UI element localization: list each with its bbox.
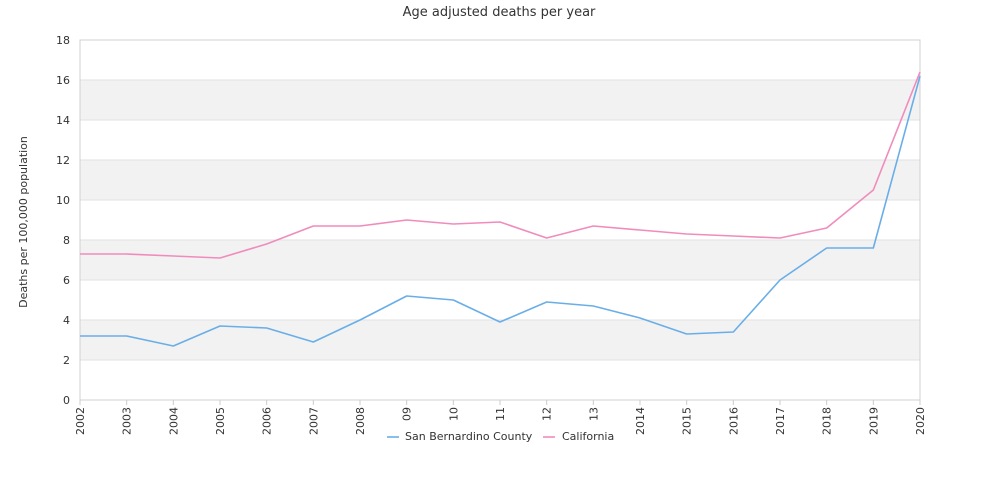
x-tick-label: 2005 (214, 407, 227, 435)
legend-label: San Bernardino County (405, 430, 533, 443)
grid-band (80, 320, 920, 360)
legend-label: California (562, 430, 614, 443)
x-tick-label: 2015 (681, 407, 694, 435)
x-tick-label: 2020 (914, 407, 927, 435)
x-tick-label: 09 (401, 407, 414, 421)
y-tick-label: 0 (63, 394, 70, 407)
x-tick-label: 2007 (307, 407, 320, 435)
y-tick-label: 6 (63, 274, 70, 287)
x-tick-label: 2018 (821, 407, 834, 435)
grid-bands (80, 80, 920, 360)
x-tick-label: 12 (541, 407, 554, 421)
grid-band (80, 80, 920, 120)
x-tick-label: 2008 (354, 407, 367, 435)
x-tick-label: 11 (494, 407, 507, 421)
x-tick-label: 2006 (261, 407, 274, 435)
y-tick-label: 2 (63, 354, 70, 367)
x-tick-label: 2019 (867, 407, 880, 435)
legend: San Bernardino County California (387, 430, 614, 443)
y-axis-ticks: 0 2 4 6 8 10 12 14 16 18 (56, 34, 70, 407)
series-lines (79, 71, 921, 347)
y-tick-label: 16 (56, 74, 70, 87)
x-axis-ticks: 2002 2003 2004 2005 2006 2007 2008 09 10 11 12 13 20… (74, 400, 927, 435)
y-tick-label: 8 (63, 234, 70, 247)
y-tick-label: 4 (63, 314, 70, 327)
grid-band (80, 240, 920, 280)
x-tick-label: 10 (447, 407, 460, 421)
x-tick-label: 2017 (774, 407, 787, 435)
chart-title: Age adjusted deaths per year (403, 5, 596, 20)
y-tick-label: 18 (56, 34, 70, 47)
y-tick-label: 12 (56, 154, 70, 167)
y-tick-label: 10 (56, 194, 70, 207)
x-tick-label: 13 (587, 407, 600, 421)
x-tick-label: 2016 (727, 407, 740, 435)
x-tick-label: 2003 (121, 407, 134, 435)
x-tick-label: 2004 (167, 407, 180, 435)
grid-band (80, 160, 920, 200)
y-axis-label: Deaths per 100,000 population (17, 136, 30, 308)
y-tick-label: 14 (56, 114, 70, 127)
x-tick-label: 2014 (634, 407, 647, 435)
x-tick-label: 2002 (74, 407, 87, 435)
